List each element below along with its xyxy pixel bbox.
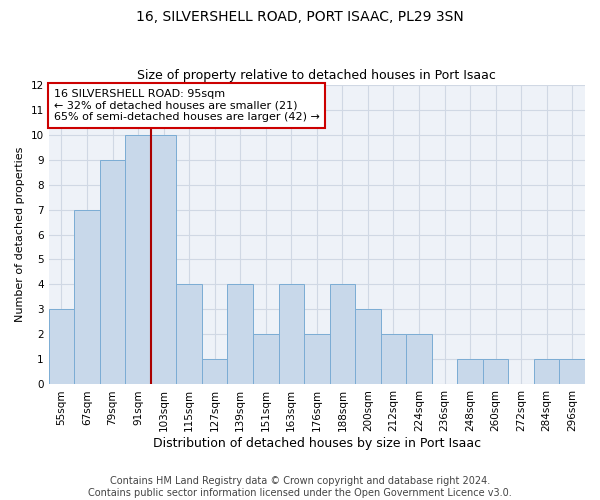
Bar [329, 284, 355, 384]
Bar [380, 334, 406, 384]
Bar [253, 334, 278, 384]
Bar [278, 284, 304, 384]
Bar [100, 160, 125, 384]
Y-axis label: Number of detached properties: Number of detached properties [15, 147, 25, 322]
Bar [151, 134, 176, 384]
Bar [355, 310, 380, 384]
Bar [49, 310, 74, 384]
Bar [176, 284, 202, 384]
Bar [406, 334, 432, 384]
Bar [559, 360, 585, 384]
Text: 16, SILVERSHELL ROAD, PORT ISAAC, PL29 3SN: 16, SILVERSHELL ROAD, PORT ISAAC, PL29 3… [136, 10, 464, 24]
Bar [227, 284, 253, 384]
Text: 16 SILVERSHELL ROAD: 95sqm
← 32% of detached houses are smaller (21)
65% of semi: 16 SILVERSHELL ROAD: 95sqm ← 32% of deta… [54, 89, 320, 122]
Bar [74, 210, 100, 384]
X-axis label: Distribution of detached houses by size in Port Isaac: Distribution of detached houses by size … [153, 437, 481, 450]
Text: Contains HM Land Registry data © Crown copyright and database right 2024.
Contai: Contains HM Land Registry data © Crown c… [88, 476, 512, 498]
Bar [534, 360, 559, 384]
Bar [304, 334, 329, 384]
Bar [202, 360, 227, 384]
Bar [483, 360, 508, 384]
Bar [125, 134, 151, 384]
Bar [457, 360, 483, 384]
Title: Size of property relative to detached houses in Port Isaac: Size of property relative to detached ho… [137, 69, 496, 82]
